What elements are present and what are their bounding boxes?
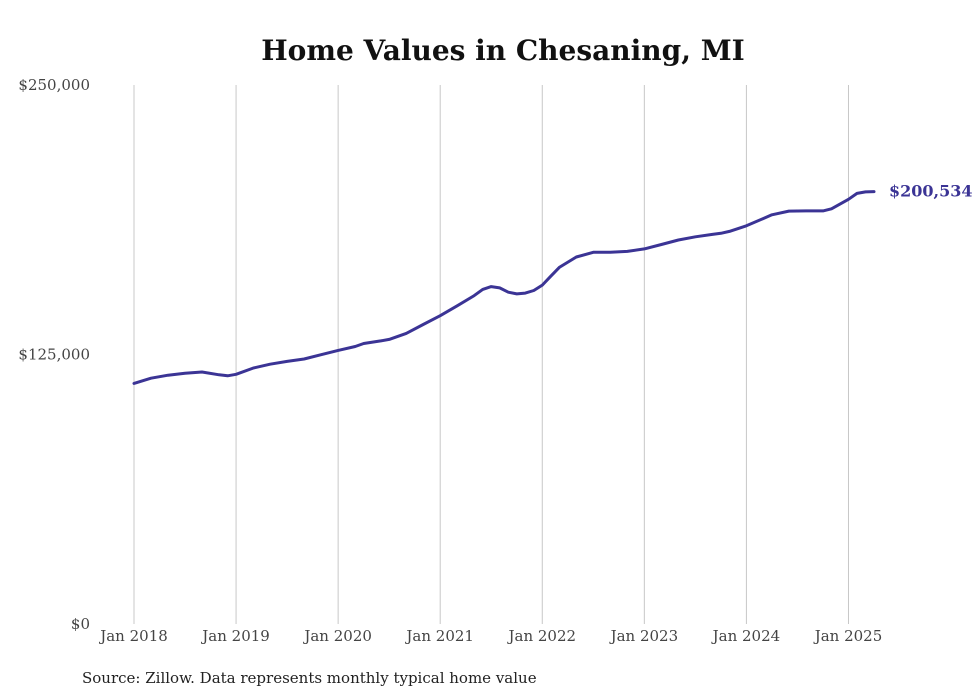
y-tick-label: $0: [71, 615, 90, 633]
gridlines: [133, 85, 849, 624]
x-tick-label: Jan 2019: [200, 627, 270, 645]
x-axis-ticks: Jan 2018 Jan 2019 Jan 2020 Jan 2021 Jan 2022…: [98, 627, 882, 645]
y-tick-label: $125,000: [18, 346, 90, 364]
source-note: Source: Zillow. Data represents monthly …: [82, 669, 537, 687]
chart-title: Home Values in Chesaning, MI: [261, 34, 745, 67]
y-tick-label: $250,000: [18, 76, 90, 94]
x-tick-label: Jan 2023: [609, 627, 679, 645]
x-tick-label: Jan 2022: [506, 627, 576, 645]
x-tick-label: Jan 2018: [98, 627, 168, 645]
home-value-line: [132, 190, 876, 385]
x-tick-label: Jan 2020: [302, 627, 372, 645]
latest-value-label: $200,534: [889, 182, 973, 201]
x-tick-label: Jan 2021: [404, 627, 474, 645]
x-tick-label: Jan 2025: [813, 627, 883, 645]
x-tick-label: Jan 2024: [711, 627, 781, 645]
y-axis-ticks: $0 $125,000 $250,000: [18, 76, 90, 633]
